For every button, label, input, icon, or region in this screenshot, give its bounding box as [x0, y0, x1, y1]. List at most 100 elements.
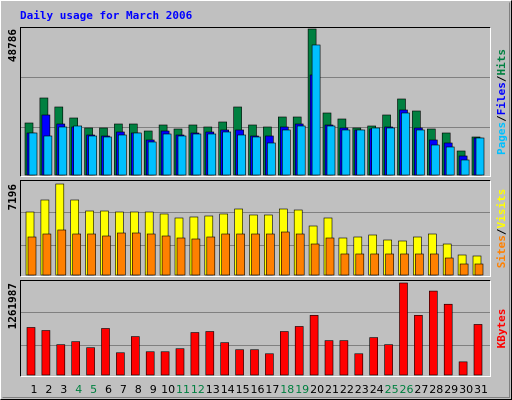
bar: [192, 133, 202, 176]
panels: 48786 Pages/Files/Hits 7196 Sites/Visits 126…: [6, 27, 508, 396]
x-tick-label: 30: [459, 383, 473, 396]
bar: [177, 135, 187, 176]
legend: KBytes: [495, 309, 508, 349]
bar: [430, 144, 440, 176]
legend: Pages/Files/Hits: [495, 49, 508, 155]
bar: [207, 133, 217, 176]
bar: [221, 233, 230, 276]
x-tick-label: 2: [45, 383, 52, 396]
bar: [175, 348, 185, 376]
x-tick-label: 4: [75, 383, 82, 396]
bar: [460, 159, 470, 176]
bar: [310, 243, 320, 276]
x-tick-label: 18: [280, 383, 294, 396]
bar: [28, 132, 38, 176]
bar: [133, 132, 142, 176]
x-tick-label: 8: [135, 383, 142, 396]
bar: [251, 233, 260, 276]
x-tick-label: 21: [325, 383, 339, 396]
bar: [371, 127, 381, 176]
bar: [42, 233, 52, 276]
bar: [386, 127, 395, 176]
bar: [58, 126, 68, 176]
panel-border-light: [20, 180, 491, 277]
x-tick-label: 13: [206, 383, 220, 396]
bar: [131, 336, 140, 376]
bar: [369, 337, 379, 376]
x-tick-label: 12: [191, 383, 205, 396]
bar: [220, 342, 229, 376]
bar: [384, 344, 393, 376]
bar: [325, 237, 335, 276]
bar: [191, 238, 201, 276]
bar: [161, 235, 171, 276]
bar: [160, 351, 170, 376]
bar: [252, 136, 261, 176]
bar: [237, 134, 246, 176]
legend: Sites/Visits: [495, 189, 508, 269]
x-tick-label: 10: [161, 383, 175, 396]
bar: [354, 353, 364, 376]
bar: [399, 282, 408, 376]
bar: [474, 263, 484, 276]
y-tick-label: 7196: [6, 184, 19, 211]
bar: [57, 229, 67, 276]
x-tick-label: 11: [176, 383, 190, 396]
bar: [236, 233, 245, 276]
x-tick-label: 3: [60, 383, 67, 396]
y-tick-label: 48786: [6, 29, 19, 62]
bar: [311, 44, 321, 176]
bar: [459, 263, 469, 276]
y-tick-label: 1261987: [6, 283, 19, 329]
x-tick-label: 15: [236, 383, 250, 396]
bar: [43, 135, 53, 176]
x-tick-label: 23: [355, 383, 369, 396]
bar: [176, 237, 186, 276]
bar: [473, 324, 483, 376]
panel-border-dark: [20, 180, 491, 277]
bar: [56, 344, 66, 376]
bar: [190, 332, 200, 376]
bar: [324, 340, 334, 376]
bar: [326, 125, 336, 176]
bar: [206, 236, 216, 276]
x-tick-label: 28: [429, 383, 443, 396]
bar: [340, 253, 350, 276]
x-tick-label: 20: [310, 383, 324, 396]
bar: [341, 129, 351, 176]
bar: [294, 326, 304, 376]
bar: [295, 233, 305, 276]
bar: [205, 331, 215, 376]
bar: [400, 253, 409, 276]
x-tick-label: 16: [251, 383, 265, 396]
x-tick-label: 29: [444, 383, 458, 396]
x-tick-label: 7: [120, 383, 127, 396]
chart-title: Daily usage for March 2006: [20, 9, 193, 22]
bar: [72, 233, 81, 276]
x-tick-label: 22: [340, 383, 354, 396]
bar: [116, 352, 125, 376]
bar: [475, 137, 485, 176]
x-tick-label: 1: [31, 383, 38, 396]
legend-entry: Pages: [495, 122, 508, 155]
bar: [266, 233, 275, 276]
x-tick-label: 31: [474, 383, 488, 396]
bar: [87, 233, 96, 276]
bar: [309, 315, 319, 376]
bar: [117, 232, 126, 276]
panel-border-light: [20, 27, 491, 177]
bar: [281, 129, 291, 176]
bar: [147, 141, 157, 176]
bar: [103, 136, 112, 176]
bar: [265, 353, 274, 376]
x-tick-label: 19: [295, 383, 309, 396]
bar: [428, 290, 438, 376]
bar: [222, 131, 231, 176]
bar: [445, 146, 455, 176]
bar: [267, 142, 276, 176]
bar: [145, 351, 155, 376]
bar: [429, 253, 439, 276]
bar: [444, 257, 454, 276]
